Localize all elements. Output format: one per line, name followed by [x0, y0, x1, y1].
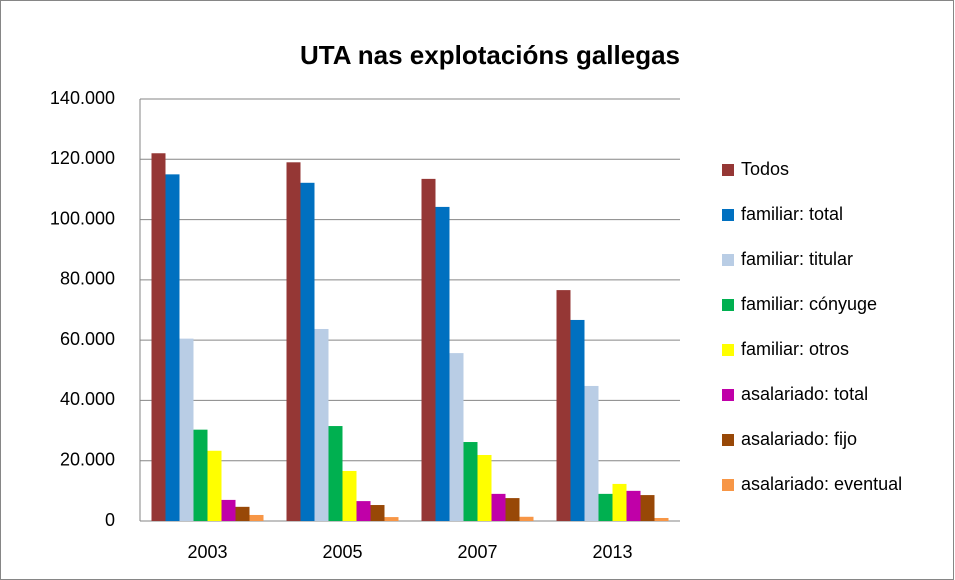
- y-tick-label: 100.000: [50, 208, 115, 228]
- legend-label: familiar: total: [741, 204, 843, 224]
- legend-swatch: [722, 479, 734, 491]
- bar: [300, 182, 315, 521]
- bar: [342, 470, 357, 521]
- bar: [556, 290, 571, 521]
- bar: [193, 429, 208, 521]
- bar: [598, 493, 613, 521]
- legend-swatch: [722, 389, 734, 401]
- legend-label: familiar: cónyuge: [741, 294, 877, 314]
- legend-label: familiar: titular: [741, 249, 853, 269]
- bar: [654, 517, 669, 521]
- bar: [207, 450, 222, 521]
- bar: [314, 328, 329, 521]
- legend-swatch: [722, 344, 734, 356]
- bar: [435, 206, 450, 521]
- y-tick-label: 120.000: [50, 148, 115, 168]
- y-tick-label: 20.000: [60, 449, 115, 469]
- bar: [384, 517, 399, 521]
- x-tick-label: 2003: [187, 542, 227, 562]
- bar: [584, 385, 599, 521]
- legend-label: asalariado: fijo: [741, 429, 857, 449]
- y-tick-label: 60.000: [60, 329, 115, 349]
- bar: [179, 338, 194, 521]
- bar: [249, 514, 264, 521]
- x-tick-label: 2007: [457, 542, 497, 562]
- legend-label: Todos: [741, 159, 789, 179]
- x-tick-label: 2005: [322, 542, 362, 562]
- legend-label: familiar: otros: [741, 339, 849, 359]
- chart-title: UTA nas explotacións gallegas: [300, 40, 680, 70]
- bar: [449, 353, 464, 521]
- bar: [421, 178, 436, 521]
- bar: [570, 319, 585, 521]
- bar: [370, 505, 385, 521]
- bar: [221, 499, 236, 521]
- y-tick-label: 0: [105, 510, 115, 530]
- bar: [151, 153, 166, 521]
- legend-swatch: [722, 164, 734, 176]
- bar: [612, 483, 627, 521]
- y-tick-label: 80.000: [60, 269, 115, 289]
- legend-swatch: [722, 254, 734, 266]
- bar: [328, 426, 343, 521]
- bar: [165, 174, 180, 521]
- y-tick-label: 140.000: [50, 88, 115, 108]
- bar: [235, 506, 250, 521]
- bar: [463, 442, 478, 521]
- legend-label: asalariado: eventual: [741, 474, 902, 494]
- bar: [626, 490, 641, 521]
- bar: [519, 516, 534, 521]
- bar: [505, 498, 520, 521]
- legend-swatch: [722, 209, 734, 221]
- y-tick-label: 40.000: [60, 389, 115, 409]
- bar: [640, 495, 655, 521]
- legend-swatch: [722, 434, 734, 446]
- bar: [286, 162, 301, 522]
- legend-swatch: [722, 299, 734, 311]
- bar: [491, 493, 506, 521]
- bar: [477, 454, 492, 521]
- legend-label: asalariado: total: [741, 384, 868, 404]
- bar: [356, 501, 371, 521]
- x-tick-label: 2013: [592, 542, 632, 562]
